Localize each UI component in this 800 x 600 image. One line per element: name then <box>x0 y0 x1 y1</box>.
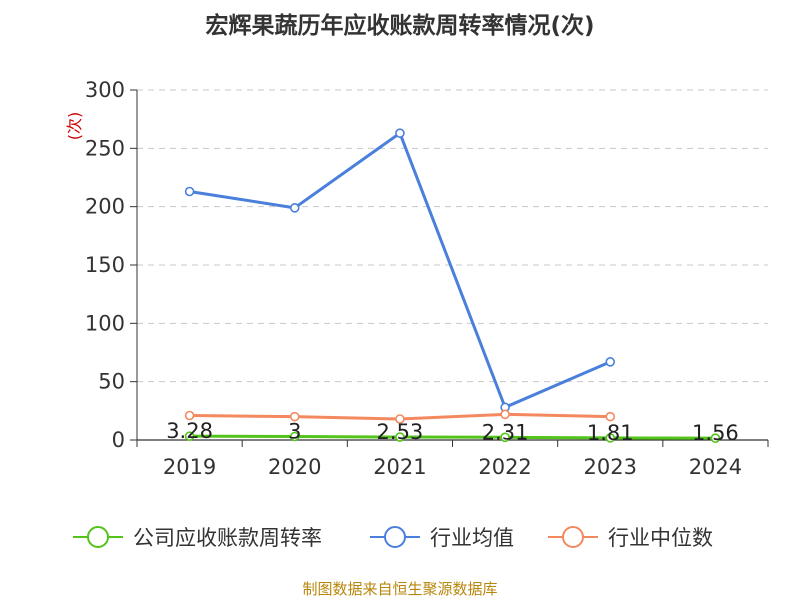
y-tick-label: 250 <box>85 136 125 160</box>
data-label: 2.31 <box>482 420 529 444</box>
x-tick-label: 2019 <box>163 455 216 479</box>
legend-label: 行业均值 <box>430 526 514 550</box>
x-tick-label: 2024 <box>689 455 742 479</box>
y-tick-label: 100 <box>85 311 125 335</box>
x-tick-label: 2021 <box>373 455 426 479</box>
grid <box>137 89 768 383</box>
series-0 <box>184 431 721 443</box>
data-point <box>710 433 721 443</box>
chart-title: 宏辉果蔬历年应收账款周转率情况(次) <box>205 12 594 39</box>
axes: 0 50 100 150 200 250 300 2019 2020 2021 2022 2023 20… <box>85 78 769 479</box>
data-point <box>395 128 405 138</box>
data-point <box>605 433 616 443</box>
data-point <box>184 431 195 441</box>
y-tick-label: 150 <box>85 253 125 277</box>
data-label: 3.28 <box>166 419 213 443</box>
data-point <box>500 409 510 420</box>
y-axis-label: (次) <box>65 112 84 141</box>
legend-item: 公司应收账款周转率 <box>73 526 322 550</box>
y-tick-label: 50 <box>98 370 125 394</box>
data-point <box>500 432 510 443</box>
data-label: 1.81 <box>587 421 634 445</box>
legend-marker <box>87 526 109 548</box>
data-point <box>395 432 405 442</box>
legend-marker <box>384 526 406 548</box>
data-labels: 3.28 3 2.53 2.31 1.81 1.56 <box>166 419 739 445</box>
legend-label: 行业中位数 <box>608 526 713 550</box>
x-tick-label: 2022 <box>478 455 531 479</box>
data-point <box>605 357 616 367</box>
data-point <box>395 414 405 424</box>
data-point <box>289 411 300 422</box>
data-label: 3 <box>288 420 301 444</box>
series-layer <box>184 128 721 443</box>
series-2 <box>184 409 616 424</box>
data-point <box>605 411 616 422</box>
x-tick-label: 2020 <box>268 455 321 479</box>
legend-item: 行业中位数 <box>548 526 713 550</box>
y-tick-label: 200 <box>85 195 125 219</box>
source-note: 制图数据来自恒生聚源数据库 <box>302 580 497 598</box>
data-label: 1.56 <box>692 421 739 445</box>
series-line <box>189 131 611 409</box>
legend-label: 公司应收账款周转率 <box>133 526 322 550</box>
series-line <box>189 434 716 440</box>
data-point <box>184 410 195 421</box>
data-label: 2.53 <box>377 420 424 444</box>
data-point <box>289 203 300 213</box>
legend: 公司应收账款周转率 行业均值 行业中位数 <box>73 526 713 550</box>
y-tick-label: 0 <box>112 428 125 452</box>
data-point <box>184 186 195 197</box>
legend-item: 行业均值 <box>370 526 514 550</box>
y-tick-label: 300 <box>85 78 125 102</box>
legend-marker <box>562 526 584 548</box>
data-point <box>289 431 300 442</box>
x-tick-label: 2023 <box>584 455 637 479</box>
series-1 <box>184 128 616 413</box>
